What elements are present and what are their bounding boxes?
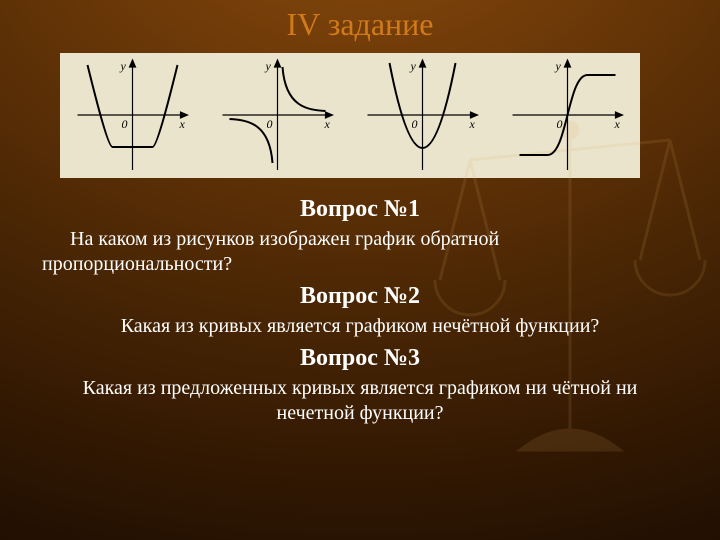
graph-2: x y 0 [205, 53, 350, 178]
svg-text:0: 0 [412, 117, 418, 131]
question-3-head: Вопрос №3 [42, 345, 678, 372]
question-2-head: Вопрос №2 [42, 283, 678, 310]
svg-text:x: x [324, 117, 331, 131]
curve-2b [283, 67, 326, 111]
question-2-body: Какая из кривых является графиком нечётн… [42, 314, 678, 339]
slide-title: IV задание [0, 0, 720, 43]
svg-text:0: 0 [557, 117, 563, 131]
svg-text:y: y [555, 59, 562, 73]
graph-3: x y 0 [350, 53, 495, 178]
graph-1: x y 0 [60, 53, 205, 178]
graphs-panel: x y 0 x y 0 [60, 53, 640, 178]
axis-y-label: y [120, 59, 127, 73]
questions-block: Вопрос №1 На каком из рисунков изображен… [42, 196, 678, 426]
svg-text:0: 0 [267, 117, 273, 131]
svg-text:y: y [265, 59, 272, 73]
axis-origin: 0 [122, 117, 128, 131]
svg-text:y: y [410, 59, 417, 73]
svg-text:x: x [614, 117, 621, 131]
question-1-head: Вопрос №1 [42, 196, 678, 223]
axis-x-label: x [179, 117, 186, 131]
question-3-body: Какая из предложенных кривых является гр… [42, 376, 678, 426]
svg-text:x: x [469, 117, 476, 131]
slide: IV задание x y 0 [0, 0, 720, 540]
question-1-body: На каком из рисунков изображен график об… [42, 227, 678, 277]
graph-4: x y 0 [495, 53, 640, 178]
